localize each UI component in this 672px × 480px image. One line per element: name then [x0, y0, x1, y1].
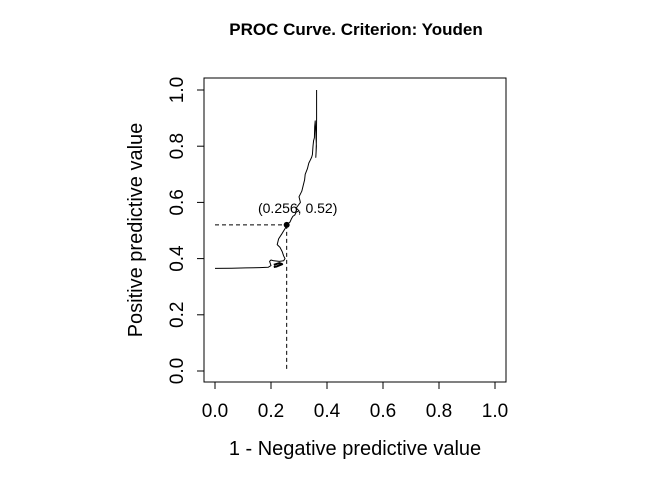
x-tick-label: 0.2: [258, 401, 284, 422]
optimal-point-marker: [283, 221, 290, 228]
x-tick-label: 0.8: [426, 401, 452, 422]
chart-title: PROC Curve. Criterion: Youden: [229, 20, 482, 39]
x-axis-label: 1 - Negative predictive value: [229, 438, 481, 460]
x-tick-label: 0.6: [370, 401, 396, 422]
y-axis-label: Positive predictive value: [125, 123, 147, 338]
y-tick-label: 1.0: [167, 77, 188, 103]
y-tick-label: 0.8: [167, 133, 188, 159]
x-tick-label: 0.0: [202, 401, 228, 422]
plot-series: [214, 90, 318, 269]
x-axis: 0.0 0.2 0.4 0.6 0.8 1.0: [202, 381, 508, 422]
x-tick-label: 0.4: [314, 401, 341, 422]
y-tick-label: 0.6: [167, 189, 188, 215]
y-tick-label: 0.0: [167, 358, 188, 384]
optimal-point-label: (0.256, 0.52): [258, 200, 337, 216]
series-line: [273, 262, 284, 268]
x-tick-label: 1.0: [482, 401, 508, 422]
y-tick-label: 0.4: [167, 245, 188, 272]
y-axis: 0.0 0.2 0.4 0.6 0.8 1.0: [167, 77, 205, 384]
y-tick-label: 0.2: [167, 302, 188, 328]
series-line: [214, 90, 318, 269]
